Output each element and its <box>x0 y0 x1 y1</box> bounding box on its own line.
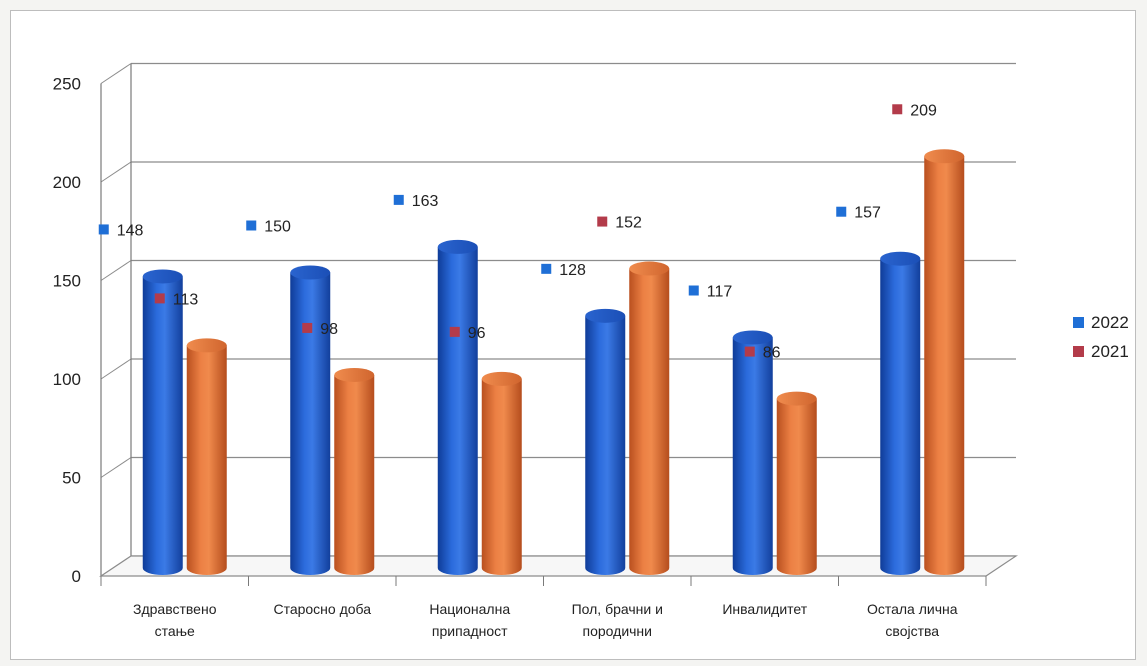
cylinder-top <box>334 367 375 382</box>
data-marker-2022 <box>98 224 109 235</box>
data-marker-2022 <box>246 220 257 231</box>
data-marker-2022 <box>688 285 699 296</box>
bar-2022 <box>142 269 183 576</box>
x-category-label: Старосно доба <box>273 601 371 617</box>
data-marker-2021 <box>449 326 460 337</box>
data-labels: 148 113 150 98 163 96 128 152 117 86 157 209 <box>98 102 937 362</box>
bar-2021 <box>334 367 375 576</box>
legend: 2022 2021 <box>1073 313 1129 361</box>
x-category-label: Национална припадност <box>429 601 510 639</box>
gridline-depth <box>100 358 132 380</box>
gridline-depth <box>100 457 132 478</box>
bar-2021 <box>186 338 227 576</box>
cylinder-body <box>142 276 183 576</box>
y-tick-label: 200 <box>53 173 81 192</box>
gridline-depth <box>100 260 132 281</box>
cylinder-body <box>880 258 921 576</box>
data-marker-2021 <box>154 293 165 304</box>
bar-2021 <box>924 149 965 576</box>
legend-marker-2021 <box>1073 346 1084 357</box>
cylinder-top <box>142 269 183 284</box>
data-marker-2021 <box>597 216 608 227</box>
data-marker-2021 <box>744 346 755 357</box>
data-label-2022: 150 <box>264 219 291 236</box>
bars <box>142 149 965 576</box>
bar-2022 <box>290 265 331 576</box>
data-label-2021: 209 <box>910 102 937 119</box>
x-category-label: Пол, брачни и породични <box>572 601 663 639</box>
cylinder-top <box>629 261 670 276</box>
bar-2021 <box>481 371 522 576</box>
data-marker-2021 <box>302 322 313 333</box>
cylinder-body <box>629 268 670 576</box>
data-label-2021: 152 <box>615 215 642 232</box>
cylinder-top <box>880 251 921 266</box>
cylinder-top <box>732 330 773 345</box>
cylinder-top <box>585 308 626 323</box>
y-tick-label: 100 <box>53 370 81 389</box>
cylinder-top <box>290 265 331 280</box>
cylinder-body <box>732 337 773 576</box>
y-tick-label: 0 <box>72 567 81 586</box>
x-category-label: Здравствено стање <box>133 601 217 639</box>
bar-2022 <box>437 239 478 576</box>
cylinder-top <box>437 239 478 254</box>
data-marker-2021 <box>892 104 903 115</box>
data-marker-2022 <box>393 194 404 205</box>
bar-2021 <box>776 391 817 576</box>
bar-2022 <box>585 308 626 576</box>
data-label-2022: 117 <box>707 284 733 301</box>
bar-2022 <box>880 251 921 576</box>
bar-2021 <box>629 261 670 576</box>
data-label-2021: 98 <box>320 321 338 338</box>
y-tick-label: 150 <box>53 272 81 291</box>
data-label-2021: 86 <box>763 345 781 362</box>
cylinder-body <box>481 378 522 576</box>
legend-label-2021: 2021 <box>1091 342 1129 361</box>
data-label-2022: 128 <box>559 262 586 279</box>
data-label-2021: 96 <box>468 325 486 342</box>
legend-label-2022: 2022 <box>1091 313 1129 332</box>
cylinder-body <box>290 272 331 576</box>
data-label-2022: 163 <box>412 193 439 210</box>
y-tick-label: 250 <box>53 75 81 94</box>
y-tick-label: 50 <box>62 469 81 488</box>
cylinder-body <box>776 398 817 576</box>
x-category-label: Остала лична својства <box>867 601 958 639</box>
cylinder-top <box>776 391 817 406</box>
cylinder-top <box>481 371 522 386</box>
legend-marker-2022 <box>1073 317 1084 328</box>
bar-chart: 0 50 100 150 200 250 Здравствено стање Старосно … <box>53 62 1129 639</box>
cylinder-top <box>924 149 965 164</box>
chart-floor <box>99 555 1018 577</box>
chart-frame: 0 50 100 150 200 250 Здравствено стање Старосно … <box>10 10 1136 660</box>
cylinder-body <box>186 345 227 576</box>
gridline-depth <box>100 161 132 183</box>
data-label-2021: 113 <box>173 291 199 308</box>
gridlines <box>100 62 1016 577</box>
bar-2022 <box>732 330 773 576</box>
cylinder-top <box>186 338 227 353</box>
cylinder-body <box>924 156 965 576</box>
data-label-2022: 157 <box>854 205 881 222</box>
cylinder-body <box>437 246 478 576</box>
data-marker-2022 <box>836 206 847 217</box>
data-marker-2022 <box>541 263 552 274</box>
cylinder-body <box>585 315 626 576</box>
x-category-label: Инвалидитет <box>722 601 807 617</box>
gridline-depth <box>100 63 132 84</box>
cylinder-body <box>334 374 375 576</box>
data-label-2022: 148 <box>117 222 144 239</box>
